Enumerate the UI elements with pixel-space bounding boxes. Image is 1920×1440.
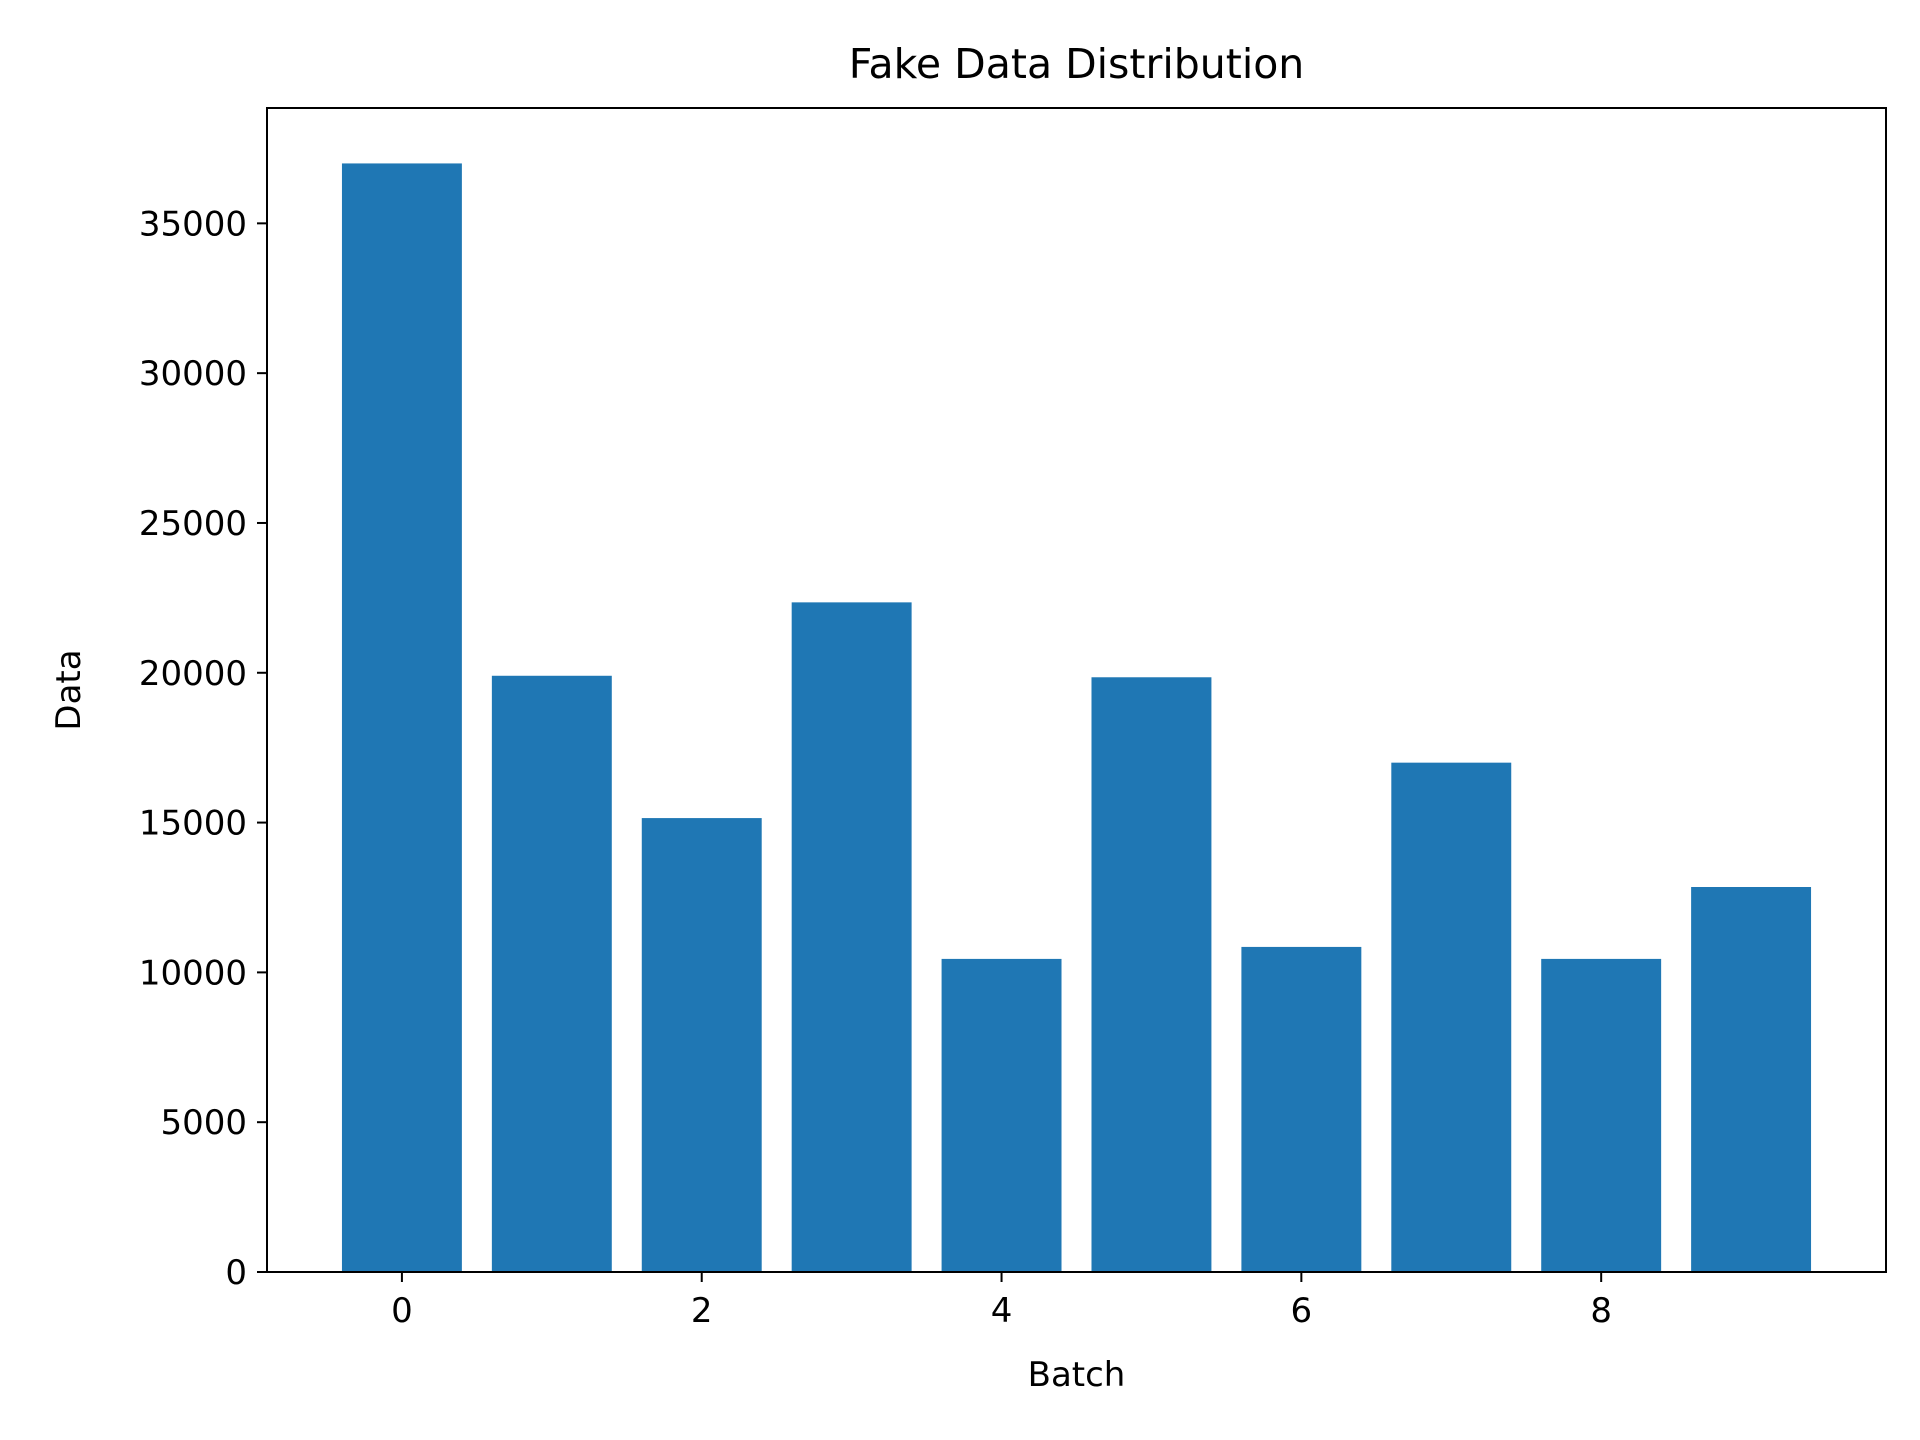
x-tick-label: 2	[691, 1291, 713, 1331]
plot-frame	[266, 107, 1887, 1273]
chart-title: Fake Data Distribution	[849, 40, 1305, 88]
bar-batch-3	[791, 602, 912, 1272]
bar-batch-4	[941, 958, 1062, 1272]
y-axis-label: Data	[49, 649, 89, 730]
y-tick-label: 5000	[160, 1103, 247, 1143]
x-tick-label: 0	[391, 1291, 413, 1331]
x-axis-ticks: 0 2 4 6 8	[391, 1272, 1612, 1331]
bar-batch-7	[1391, 762, 1512, 1272]
bar-batch-8	[1541, 958, 1662, 1272]
bar-batch-2	[641, 818, 762, 1272]
y-tick-label: 15000	[139, 804, 247, 844]
y-tick-label: 10000	[139, 953, 247, 993]
y-axis-ticks: 0 5000 10000 15000 20000 25000 30000 35000	[139, 204, 267, 1293]
bar-batch-1	[491, 675, 612, 1272]
y-tick-label: 20000	[139, 654, 247, 694]
bar-batch-0	[341, 163, 462, 1273]
y-tick-label: 30000	[139, 354, 247, 394]
x-tick-label: 8	[1590, 1291, 1612, 1331]
x-tick-label: 6	[1291, 1291, 1313, 1331]
x-tick-label: 4	[991, 1291, 1013, 1331]
bar-batch-5	[1091, 677, 1212, 1272]
bar-batch-9	[1691, 887, 1812, 1272]
y-tick-label: 25000	[139, 504, 247, 544]
x-axis-label: Batch	[1028, 1355, 1126, 1395]
bars-group	[341, 163, 1812, 1273]
y-tick-label: 35000	[139, 204, 247, 244]
y-tick-label: 0	[225, 1253, 247, 1293]
bar-batch-6	[1241, 946, 1362, 1272]
